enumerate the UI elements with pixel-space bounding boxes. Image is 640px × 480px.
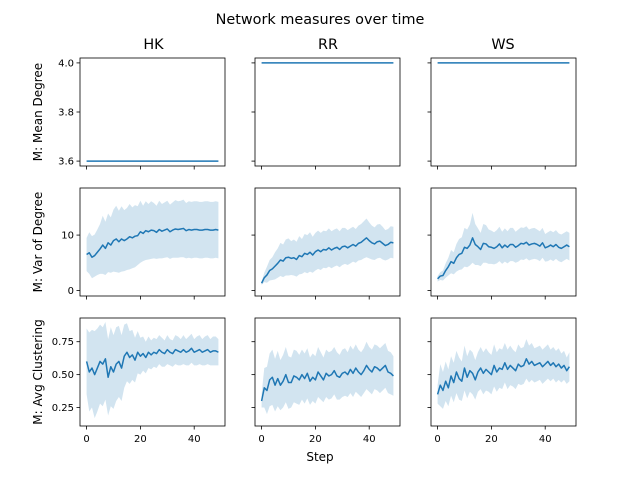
panel-r0c2 (427, 57, 577, 170)
panel-r1c0-ytick-label-1: 10 (61, 231, 74, 242)
panel-r0c2-frame (430, 57, 577, 167)
panel-r2c0-xtick-label-40: 40 (188, 434, 201, 445)
panel-r1c0: 0 10 M: Var of Degree (31, 187, 226, 300)
panel-r2c0-ylabel: M: Avg Clustering (31, 319, 45, 424)
panel-r2c0-ytick-label-2: 0.75 (52, 337, 74, 348)
column-title-hk: HK (143, 37, 164, 53)
panel-r2c0-xtick-label-0: 0 (83, 434, 89, 445)
panel-r1c2-plot-area (437, 212, 570, 282)
panel-r2c2-mean-line-0 (436, 358, 571, 395)
panel-r2c2-plot-area (436, 339, 571, 409)
panel-r2c2-frame (430, 317, 577, 427)
panel-r0c0-ytick-label-0: 3.6 (58, 157, 74, 168)
panel-r2c1-xtick-label-20: 20 (309, 434, 322, 445)
panel-r1c2-mean-line-0 (437, 237, 570, 280)
panel-r2c0-confidence-band-0 (86, 321, 219, 419)
panel-r2c0-xtick-label-20: 20 (134, 434, 147, 445)
panel-r1c1-plot-area (260, 218, 394, 285)
panel-r2c0-plot-area (85, 321, 219, 419)
panel-r2c1: 0 20 40 (251, 317, 401, 445)
panel-r1c0-frame (79, 187, 226, 297)
panel-r0c1 (251, 57, 401, 170)
panel-r1c0-ylabel: M: Var of Degree (31, 192, 45, 293)
panel-r2c0: 0 20 40 0.25 0.50 0.75 M: Avg Clustering (31, 317, 226, 445)
panel-r2c0-frame (79, 317, 226, 427)
panel-r0c0: 3.6 3.8 4.0 M: Mean Degree (31, 57, 226, 170)
column-title-rr: RR (318, 37, 338, 53)
panel-r1c1-confidence-band-0 (261, 218, 394, 285)
panel-r2c1-plot-area (260, 341, 394, 415)
x-axis-label: Step (306, 450, 333, 464)
panel-r2c2: 0 20 40 (427, 317, 577, 445)
panel-r1c2 (427, 187, 577, 300)
panel-r1c1 (251, 187, 401, 300)
panel-r2c0-ytick-label-1: 0.50 (52, 370, 74, 381)
panel-r2c1-frame (254, 317, 401, 427)
panel-r2c0-ytick-label-0: 0.25 (52, 403, 74, 414)
panel-r2c0-mean-line-0 (85, 347, 219, 379)
panel-r2c1-mean-line-0 (260, 364, 394, 402)
panel-r0c0-ytick-label-1: 3.8 (58, 108, 74, 119)
panel-r2c1-xtick-label-0: 0 (258, 434, 264, 445)
panel-r1c0-plot-area (86, 199, 219, 279)
column-title-ws: WS (491, 37, 514, 53)
panel-r2c1-xtick-label-40: 40 (363, 434, 376, 445)
panel-r2c2-confidence-band-0 (437, 339, 570, 409)
panel-r2c2-xtick-label-0: 0 (434, 434, 440, 445)
panel-r0c0-ytick-label-2: 4.0 (58, 58, 74, 69)
panel-r2c1-confidence-band-0 (261, 341, 394, 415)
panel-r2c2-xtick-label-40: 40 (539, 434, 552, 445)
panel-r0c0-ylabel: M: Mean Degree (31, 63, 45, 161)
panel-r2c2-xtick-label-20: 20 (485, 434, 498, 445)
figure-title: Network measures over time (216, 12, 425, 28)
subplot-grid: 3.6 3.8 4.0 M: Mean Degree 0 10 M: Var of Degr… (31, 57, 577, 445)
panel-r1c0-confidence-band-0 (86, 199, 219, 279)
panel-r1c1-mean-line-0 (260, 237, 394, 284)
panel-r0c1-frame (254, 57, 401, 167)
panel-r1c0-mean-line-0 (86, 227, 219, 258)
panel-r1c1-frame (254, 187, 401, 297)
panel-r0c0-frame (79, 57, 226, 167)
panel-r1c0-ytick-label-0: 0 (68, 286, 74, 297)
panel-r1c2-frame (430, 187, 577, 297)
